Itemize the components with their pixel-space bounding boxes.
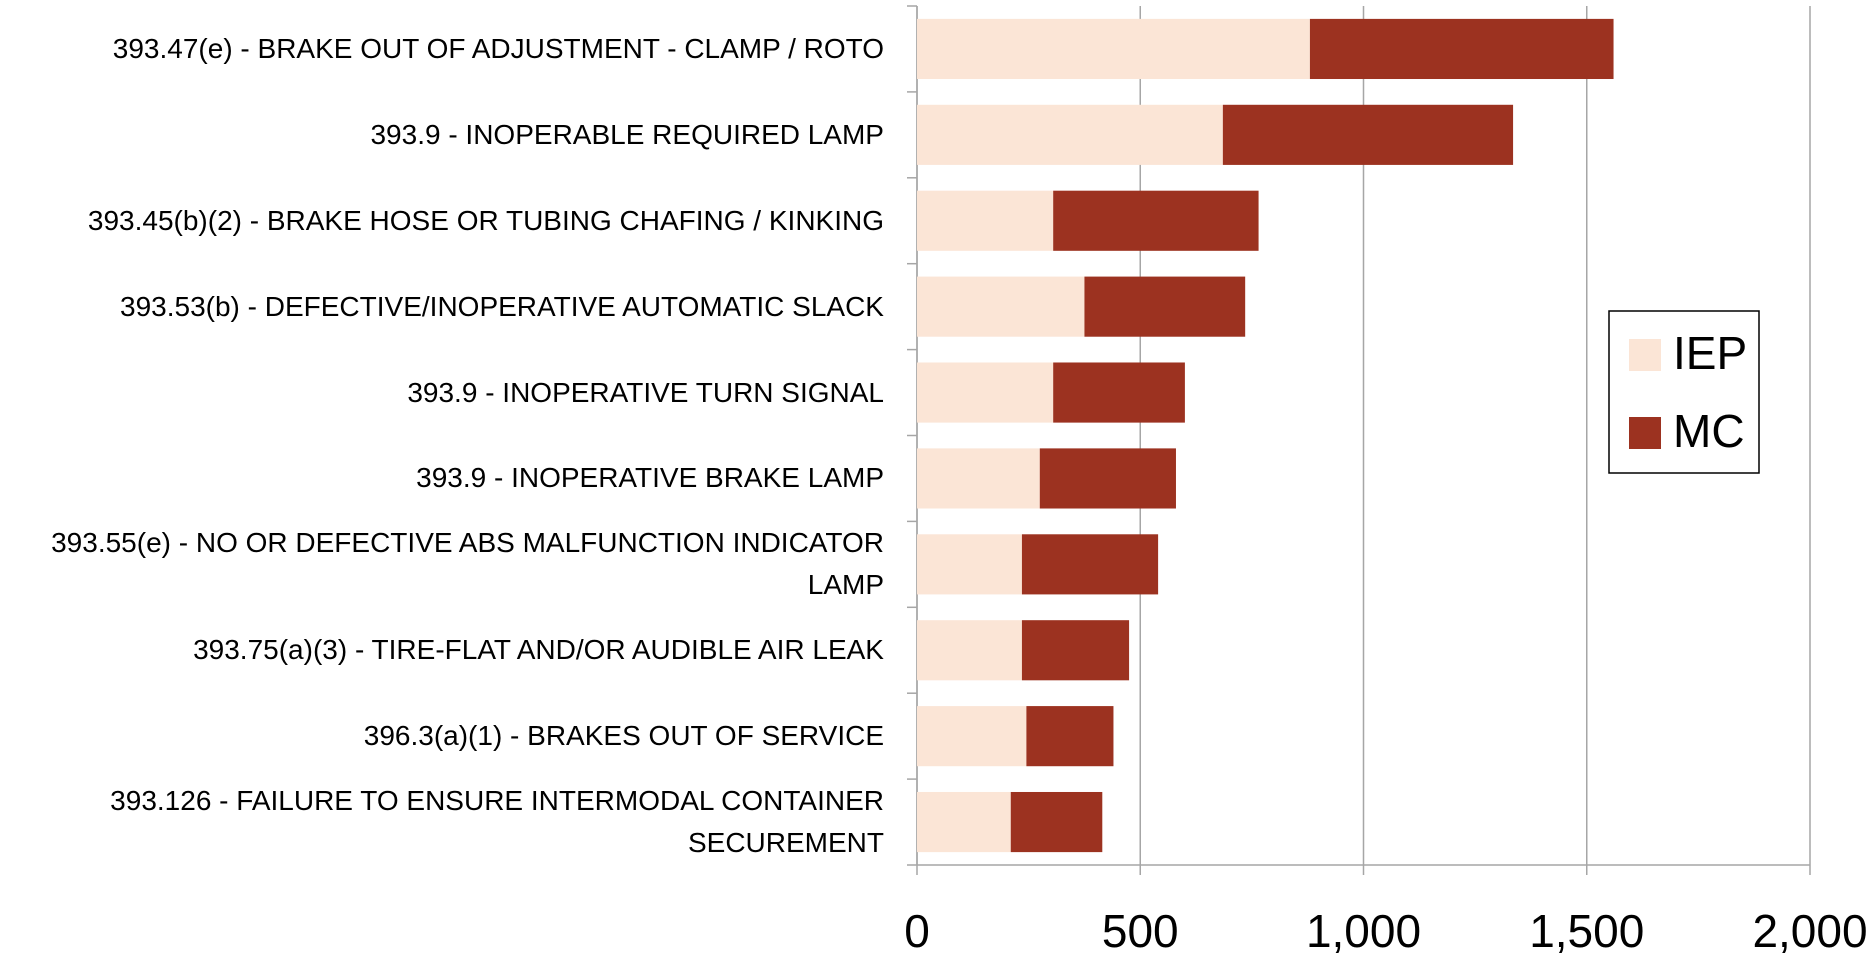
bar (1039, 448, 1176, 509)
category-label: 393.47(e) - BRAKE OUT OF ADJUSTMENT - CL… (6, 6, 884, 92)
bar (1053, 190, 1259, 251)
bar (1053, 362, 1185, 423)
x-tick-label: 0 (904, 905, 930, 956)
legend-swatch (1629, 339, 1661, 371)
category-label: 393.9 - INOPERABLE REQUIRED LAMP (6, 92, 884, 178)
category-text: 393.47(e) - BRAKE OUT OF ADJUSTMENT - CL… (112, 32, 884, 64)
category-label: 393.126 - FAILURE TO ENSURE INTERMODAL C… (6, 779, 884, 865)
bar (1222, 104, 1514, 165)
x-tick-label: 500 (1102, 905, 1179, 956)
bar (917, 104, 1223, 165)
bar (917, 276, 1085, 337)
category-text: 393.75(a)(3) - TIRE-FLAT AND/OR AUDIBLE … (193, 634, 884, 666)
bar (917, 620, 1022, 681)
category-text: 393.9 - INOPERATIVE TURN SIGNAL (407, 376, 884, 408)
category-label: 396.3(a)(1) - BRAKES OUT OF SERVICE (6, 693, 884, 779)
category-label: 393.9 - INOPERATIVE TURN SIGNAL (6, 350, 884, 436)
category-label: 393.75(a)(3) - TIRE-FLAT AND/OR AUDIBLE … (6, 607, 884, 693)
bar (1309, 18, 1614, 80)
category-label: 393.55(e) - NO OR DEFECTIVE ABS MALFUNCT… (6, 521, 884, 607)
bar (1021, 534, 1159, 595)
bar (917, 362, 1054, 423)
bar (917, 190, 1054, 251)
legend-swatch (1629, 417, 1661, 449)
bar (917, 448, 1040, 509)
x-tick-label: 1,000 (1306, 905, 1421, 956)
bar (917, 534, 1022, 595)
bar (1010, 791, 1103, 853)
legend-label: MC (1673, 405, 1745, 457)
category-text: 393.126 - FAILURE TO ENSURE INTERMODAL C… (110, 785, 884, 859)
bar (1026, 706, 1114, 767)
x-tick-label: 1,500 (1529, 905, 1644, 956)
category-text: 393.55(e) - NO OR DEFECTIVE ABS MALFUNCT… (51, 527, 884, 601)
category-text: 393.9 - INOPERABLE REQUIRED LAMP (370, 118, 884, 150)
bar (917, 791, 1011, 853)
category-label: 393.53(b) - DEFECTIVE/INOPERATIVE AUTOMA… (6, 264, 884, 350)
category-label: 393.9 - INOPERATIVE BRAKE LAMP (6, 436, 884, 522)
bar (917, 706, 1027, 767)
category-label: 393.45(b)(2) - BRAKE HOSE OR TUBING CHAF… (6, 178, 884, 264)
bar (917, 18, 1310, 80)
category-text: 393.45(b)(2) - BRAKE HOSE OR TUBING CHAF… (87, 204, 884, 236)
category-text: 393.53(b) - DEFECTIVE/INOPERATIVE AUTOMA… (120, 290, 884, 322)
x-tick-label: 2,000 (1752, 905, 1867, 956)
bar (1021, 620, 1130, 681)
legend-label: IEP (1673, 327, 1747, 379)
category-text: 393.9 - INOPERATIVE BRAKE LAMP (416, 462, 884, 494)
bar (1084, 276, 1246, 337)
category-text: 396.3(a)(1) - BRAKES OUT OF SERVICE (363, 720, 884, 752)
